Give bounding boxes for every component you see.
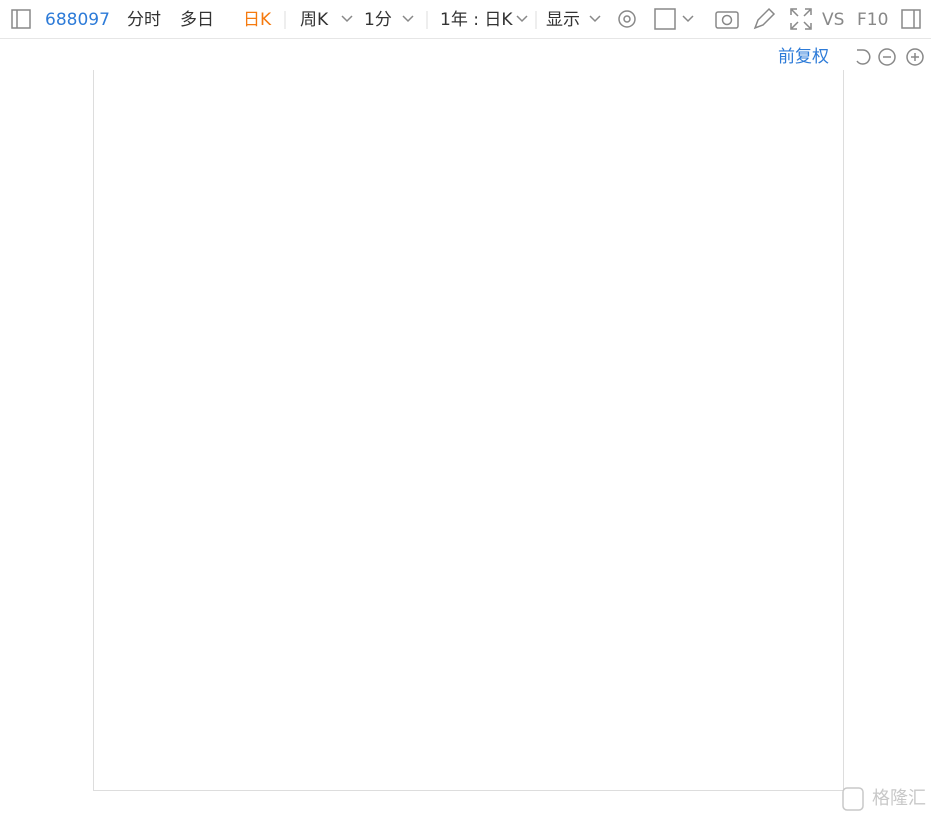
settings-icon-core	[623, 15, 631, 23]
panel-toggle[interactable]	[901, 9, 921, 29]
f10-button[interactable]: F10	[857, 10, 888, 30]
fullscreen-icon[interactable]	[790, 8, 812, 30]
watermark: 格隆汇	[872, 788, 926, 809]
chevron	[402, 15, 414, 23]
chevron	[341, 15, 353, 23]
tab[interactable]: 1年 : 日K	[440, 10, 513, 30]
adjust-mode[interactable]: 前复权	[778, 47, 829, 67]
vs-button[interactable]: VS	[822, 10, 844, 30]
toolbar: 688097 分时 多日 日K 周K 1分 1年 : 日K 显示 VS F10 …	[0, 7, 931, 67]
stock-code[interactable]: 688097	[45, 10, 110, 30]
zoom-in[interactable]	[906, 48, 924, 66]
tab[interactable]: 显示	[546, 10, 580, 30]
settings-icon[interactable]	[618, 10, 636, 28]
zoom-out[interactable]	[878, 48, 896, 66]
reset-icon[interactable]	[856, 49, 871, 65]
camera-icon[interactable]	[715, 11, 739, 29]
tab[interactable]: 多日	[180, 10, 214, 30]
tab[interactable]: 分时	[127, 10, 161, 30]
checkbox[interactable]	[654, 8, 676, 30]
watermark-logo	[842, 787, 864, 811]
chevron	[516, 15, 528, 23]
tab[interactable]: 1分	[364, 10, 392, 30]
zoom-in-bar	[911, 53, 919, 61]
chevron	[589, 15, 601, 23]
chevron	[682, 15, 694, 23]
sidebar-toggle[interactable]	[11, 9, 31, 29]
pencil-icon[interactable]	[753, 7, 776, 30]
tab[interactable]: 周K	[300, 10, 329, 30]
camera-lens	[721, 14, 733, 26]
tab-active[interactable]: 日K	[243, 10, 272, 30]
